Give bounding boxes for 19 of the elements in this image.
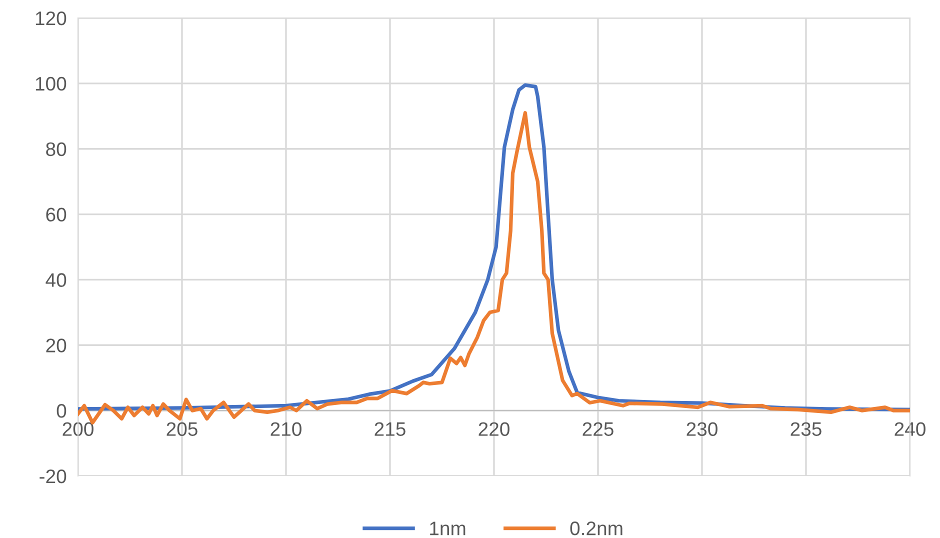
legend-label: 0.2nm [570, 521, 622, 536]
x-tick-label: 210 [270, 422, 302, 436]
x-tick-label: 235 [790, 422, 822, 436]
y-tick-label: 60 [46, 208, 66, 222]
x-tick-label: 225 [582, 422, 614, 436]
x-tick-label: 230 [686, 422, 718, 436]
x-tick-label: 220 [478, 422, 510, 436]
y-tick-label: -20 [40, 469, 66, 484]
y-tick-label: 20 [46, 338, 66, 352]
y-tick-label: 100 [36, 76, 66, 91]
y-tick-label: 0 [56, 404, 66, 418]
y-tick-label: 40 [46, 273, 66, 287]
legend-label: 1nm [430, 522, 466, 536]
y-tick-label: 120 [36, 11, 66, 26]
y-tick-label: 80 [46, 142, 66, 156]
x-tick-label: 205 [166, 422, 198, 436]
x-tick-label: 240 [894, 422, 926, 436]
x-tick-label: 215 [374, 422, 406, 436]
x-tick-label: 200 [62, 422, 94, 436]
